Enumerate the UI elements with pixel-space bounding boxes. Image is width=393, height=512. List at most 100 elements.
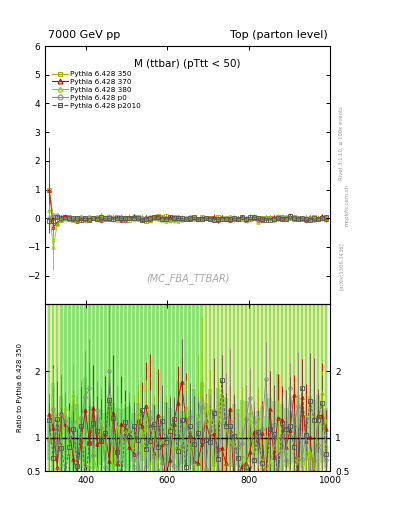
- Bar: [264, 305, 267, 471]
- Bar: [281, 305, 283, 471]
- Bar: [176, 305, 179, 471]
- Bar: [320, 305, 324, 471]
- Bar: [99, 305, 103, 471]
- Bar: [79, 305, 83, 471]
- Bar: [216, 305, 220, 471]
- Text: mcplots.cern.ch: mcplots.cern.ch: [344, 184, 349, 226]
- Bar: [200, 305, 203, 471]
- Bar: [196, 305, 200, 471]
- Bar: [285, 305, 287, 471]
- Bar: [87, 305, 92, 471]
- Text: Top (parton level): Top (parton level): [230, 30, 327, 39]
- Bar: [244, 305, 248, 471]
- Bar: [160, 305, 163, 471]
- Bar: [84, 305, 86, 471]
- Bar: [172, 305, 176, 471]
- Bar: [188, 305, 192, 471]
- Bar: [293, 305, 295, 471]
- Bar: [52, 305, 55, 471]
- Bar: [301, 305, 303, 471]
- Bar: [124, 305, 127, 471]
- Bar: [180, 305, 184, 471]
- Bar: [71, 305, 75, 471]
- Bar: [112, 305, 116, 471]
- Bar: [60, 305, 62, 471]
- Bar: [132, 305, 135, 471]
- Bar: [280, 305, 284, 471]
- Bar: [308, 305, 312, 471]
- Bar: [119, 305, 123, 471]
- Bar: [224, 305, 227, 471]
- Bar: [268, 305, 272, 471]
- Bar: [180, 305, 183, 471]
- Bar: [192, 305, 196, 471]
- Bar: [312, 305, 316, 471]
- Bar: [128, 305, 131, 471]
- Bar: [72, 305, 75, 471]
- Bar: [184, 305, 188, 471]
- Bar: [257, 305, 259, 471]
- Bar: [249, 305, 251, 471]
- Bar: [164, 305, 167, 471]
- Bar: [297, 305, 299, 471]
- Bar: [237, 305, 239, 471]
- Text: Rivet 3.1.10, ≥ 100k events: Rivet 3.1.10, ≥ 100k events: [339, 106, 344, 180]
- Bar: [252, 305, 256, 471]
- Bar: [184, 305, 187, 471]
- Bar: [140, 305, 143, 471]
- Bar: [264, 305, 268, 471]
- Legend: Pythia 6.428 350, Pythia 6.428 370, Pythia 6.428 380, Pythia 6.428 p0, Pythia 6.: Pythia 6.428 350, Pythia 6.428 370, Pyth…: [50, 68, 144, 112]
- Bar: [148, 305, 151, 471]
- Bar: [296, 305, 300, 471]
- Bar: [220, 305, 224, 471]
- Bar: [104, 305, 107, 471]
- Bar: [56, 305, 59, 471]
- Bar: [260, 305, 264, 471]
- Bar: [63, 305, 67, 471]
- Bar: [100, 305, 103, 471]
- Bar: [316, 305, 320, 471]
- Bar: [193, 305, 195, 471]
- Text: M (ttbar) (pTtt < 50): M (ttbar) (pTtt < 50): [134, 59, 241, 69]
- Bar: [108, 305, 111, 471]
- Bar: [136, 305, 139, 471]
- Bar: [305, 305, 307, 471]
- Bar: [253, 305, 255, 471]
- Bar: [284, 305, 288, 471]
- Bar: [232, 305, 236, 471]
- Bar: [317, 305, 319, 471]
- Bar: [213, 305, 215, 471]
- Bar: [147, 305, 152, 471]
- Bar: [241, 305, 243, 471]
- Bar: [144, 305, 147, 471]
- Bar: [229, 305, 231, 471]
- Bar: [240, 305, 244, 471]
- Bar: [169, 305, 171, 471]
- Bar: [228, 305, 232, 471]
- Bar: [272, 305, 276, 471]
- Bar: [140, 305, 143, 471]
- Text: [arXiv:1306.3436]: [arXiv:1306.3436]: [339, 242, 344, 290]
- Bar: [156, 305, 160, 471]
- Bar: [236, 305, 240, 471]
- Bar: [204, 305, 207, 471]
- Bar: [80, 305, 83, 471]
- Bar: [127, 305, 132, 471]
- Bar: [51, 305, 55, 471]
- Bar: [132, 305, 136, 471]
- Bar: [209, 305, 211, 471]
- Bar: [83, 305, 87, 471]
- Bar: [120, 305, 123, 471]
- Bar: [75, 305, 79, 471]
- Bar: [152, 305, 155, 471]
- Bar: [152, 305, 156, 471]
- Bar: [55, 305, 59, 471]
- Bar: [92, 305, 95, 471]
- Bar: [217, 305, 219, 471]
- Bar: [160, 305, 163, 471]
- Bar: [324, 305, 328, 471]
- Bar: [261, 305, 263, 471]
- Bar: [289, 305, 291, 471]
- Bar: [67, 305, 71, 471]
- Bar: [276, 305, 280, 471]
